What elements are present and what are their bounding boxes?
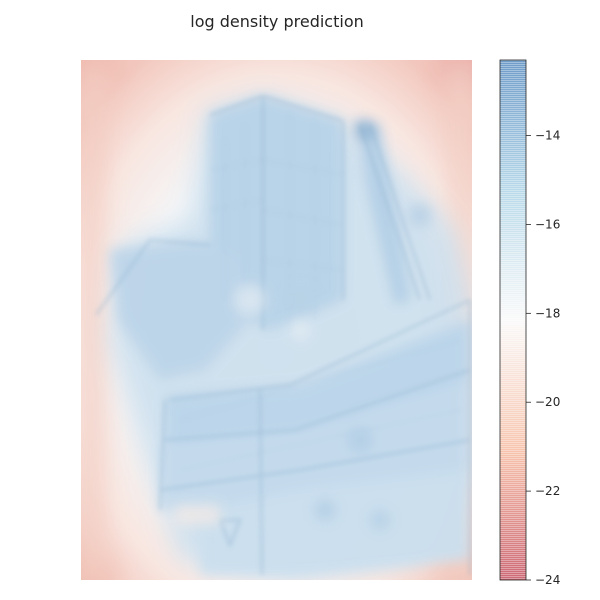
colorbar-frame <box>499 59 527 581</box>
colorbar: −14 −16 −18 −20 −22 −24 <box>499 59 560 587</box>
heatmap-panel <box>81 60 472 580</box>
colorbar-tick-label: −14 <box>535 129 560 143</box>
colorbar-tick-label: −16 <box>535 217 560 231</box>
colorbar-tick-label: −20 <box>535 395 560 409</box>
colorbar-ticks: −14 −16 −18 −20 −22 −24 <box>526 129 560 587</box>
chart-title: log density prediction <box>190 12 364 31</box>
colorbar-tick-label: −18 <box>535 306 560 320</box>
colorbar-tick-label: −24 <box>535 573 560 587</box>
colorbar-tick-label: −22 <box>535 484 560 498</box>
